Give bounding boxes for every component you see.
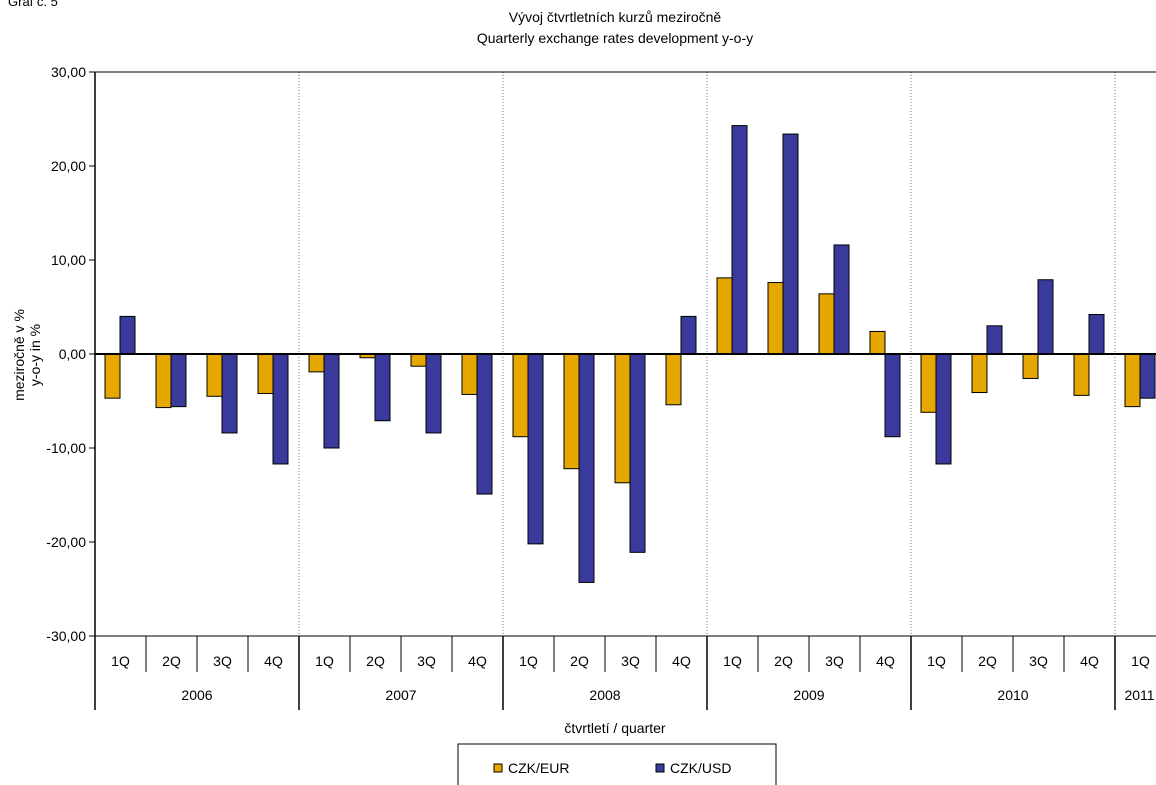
category-label: 3Q <box>621 653 640 669</box>
bar-czk-eur <box>410 353 427 367</box>
bar-czk-eur <box>104 353 121 399</box>
x-axis-label: čtvrtletí / quarter <box>564 720 665 736</box>
y-tick-label: -30,00 <box>46 628 86 644</box>
bar-czk-usd <box>170 353 187 408</box>
y-tick-label: 0,00 <box>59 346 86 362</box>
bar-czk-eur <box>1022 353 1039 379</box>
bar-czk-usd <box>731 125 748 355</box>
year-label: 2009 <box>793 687 824 703</box>
bar-czk-usd <box>782 133 799 355</box>
bar-czk-usd <box>323 353 340 449</box>
bar-czk-eur <box>869 330 886 355</box>
y-axis-label-line2: y-o-y in % <box>27 324 43 386</box>
bar-czk-eur <box>1073 353 1090 396</box>
year-label: 2006 <box>181 687 212 703</box>
y-tick-label: 10,00 <box>51 252 86 268</box>
year-label: 2007 <box>385 687 416 703</box>
bar-czk-usd <box>272 353 289 465</box>
bar-czk-usd <box>680 315 697 355</box>
year-label: 2010 <box>997 687 1028 703</box>
category-label: 2Q <box>366 653 385 669</box>
category-label: 1Q <box>519 653 538 669</box>
category-label: 4Q <box>672 653 691 669</box>
y-axis-label-line1: meziročně v % <box>11 309 27 401</box>
bar-czk-eur <box>512 353 529 438</box>
bar-czk-eur <box>1124 353 1141 408</box>
bar-czk-usd <box>1037 279 1054 355</box>
bar-czk-eur <box>614 353 631 484</box>
bar-czk-usd <box>1139 353 1156 399</box>
bar-czk-eur <box>920 353 937 413</box>
category-label: 1Q <box>111 653 130 669</box>
bar-czk-usd <box>119 315 136 355</box>
bar-czk-eur <box>563 353 580 470</box>
bar-czk-eur <box>767 282 784 355</box>
bar-czk-usd <box>476 353 493 495</box>
category-label: 3Q <box>1029 653 1048 669</box>
category-label: 1Q <box>315 653 334 669</box>
year-label: 2011 <box>1124 687 1154 703</box>
bar-czk-eur <box>971 353 988 394</box>
bar-czk-eur <box>716 277 733 355</box>
year-label: 2008 <box>589 687 620 703</box>
category-label: 2Q <box>570 653 589 669</box>
y-tick-label: 30,00 <box>51 64 86 80</box>
category-label: 4Q <box>876 653 895 669</box>
bar-czk-usd <box>425 353 442 434</box>
bar-czk-usd <box>221 353 238 434</box>
bar-czk-eur <box>665 353 682 406</box>
chart-subtitle: Quarterly exchange rates development y-o… <box>477 30 753 46</box>
bar-czk-eur <box>206 353 223 397</box>
bar-czk-usd <box>935 353 952 465</box>
bar-czk-usd <box>986 325 1003 355</box>
chart-title: Vývoj čtvrtletních kurzů meziročně <box>509 9 722 25</box>
legend: CZK/EUR CZK/USD <box>457 743 777 785</box>
legend-swatch-czk-eur <box>493 763 503 773</box>
y-tick-label: 20,00 <box>51 158 86 174</box>
y-tick-label: -20,00 <box>46 534 86 550</box>
chart-number-label: Graf č. 5 <box>8 0 58 9</box>
bar-czk-eur <box>257 353 274 394</box>
category-label: 3Q <box>417 653 436 669</box>
category-label: 1Q <box>927 653 946 669</box>
bar-czk-usd <box>629 353 646 553</box>
category-label: 2Q <box>774 653 793 669</box>
category-label: 2Q <box>978 653 997 669</box>
legend-label-czk-eur: CZK/EUR <box>508 760 569 776</box>
bar-czk-usd <box>374 353 391 422</box>
legend-label-czk-usd: CZK/USD <box>670 760 731 776</box>
category-label: 1Q <box>1131 653 1150 669</box>
bar-czk-usd <box>527 353 544 545</box>
bar-czk-usd <box>1088 314 1105 355</box>
legend-swatch-czk-usd <box>655 763 665 773</box>
category-label: 1Q <box>723 653 742 669</box>
y-tick-label: -10,00 <box>46 440 86 456</box>
category-label: 4Q <box>468 653 487 669</box>
category-label: 4Q <box>264 653 283 669</box>
bar-czk-eur <box>308 353 325 373</box>
category-label: 4Q <box>1080 653 1099 669</box>
bar-czk-eur <box>155 353 172 409</box>
category-label: 3Q <box>213 653 232 669</box>
category-label: 2Q <box>162 653 181 669</box>
bar-czk-eur <box>818 293 835 355</box>
bar-czk-eur <box>461 353 478 395</box>
bar-czk-usd <box>884 353 901 438</box>
category-label: 3Q <box>825 653 844 669</box>
bar-czk-usd <box>578 353 595 583</box>
bar-czk-usd <box>833 244 850 355</box>
